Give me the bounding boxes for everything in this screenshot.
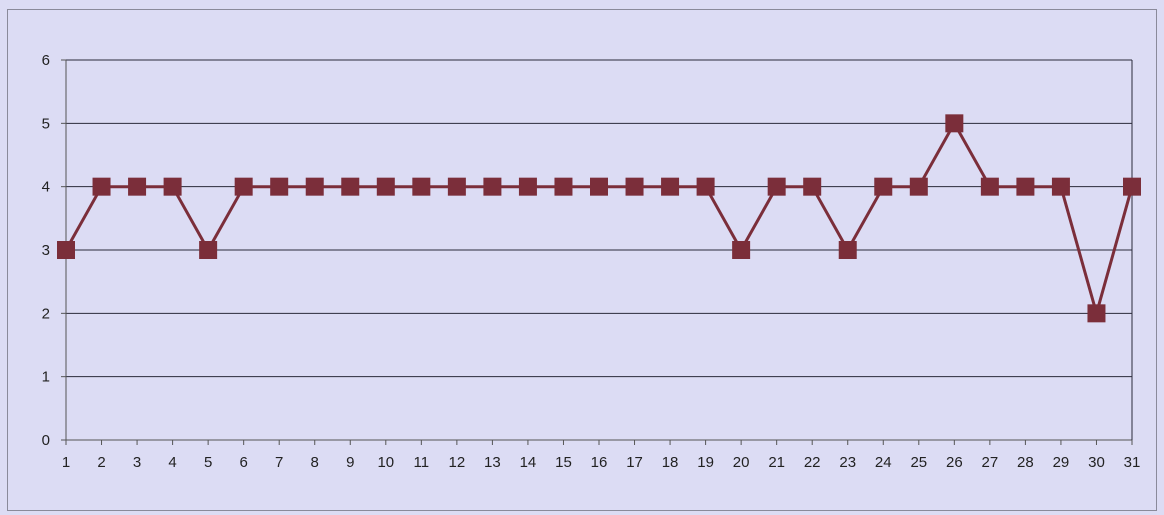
data-point-marker xyxy=(909,177,928,196)
data-point-marker xyxy=(1016,177,1035,196)
data-point-marker xyxy=(447,177,466,196)
y-tick-label: 3 xyxy=(42,242,50,259)
data-point-marker xyxy=(1051,177,1070,196)
data-point-marker xyxy=(838,241,857,259)
series-line-path xyxy=(64,121,1134,315)
x-tick-label: 4 xyxy=(168,454,176,471)
data-point-marker xyxy=(1087,304,1106,323)
data-point-marker xyxy=(234,177,253,196)
x-tick-label: 26 xyxy=(946,454,963,471)
x-tick-label: 16 xyxy=(591,454,608,471)
data-point-marker xyxy=(57,241,75,259)
x-tick-label: 9 xyxy=(346,454,354,471)
data-point-marker xyxy=(199,241,218,259)
data-point-marker xyxy=(554,177,573,196)
data-point-marker xyxy=(732,241,751,259)
x-tick-label: 5 xyxy=(204,454,212,471)
data-point-marker xyxy=(163,177,182,196)
data-point-marker xyxy=(376,177,395,196)
x-tick-label: 12 xyxy=(449,454,466,471)
x-tick-label: 10 xyxy=(377,454,394,471)
x-tick-label: 29 xyxy=(1053,454,1070,471)
y-tick-label: 1 xyxy=(42,369,50,386)
data-point-marker xyxy=(518,177,537,196)
data-point-marker xyxy=(767,177,786,196)
x-tick-label: 6 xyxy=(239,454,247,471)
x-tick-labels: 1 2 3 4 5 6 7 8 9 10 11 12 13 14 15 16 17 18 19 20 21 22 23 24 2… xyxy=(62,454,1141,471)
y-tick-label: 2 xyxy=(42,305,50,322)
y-tick-label: 5 xyxy=(42,115,50,132)
x-tick-label: 7 xyxy=(275,454,283,471)
x-tick-label: 1 xyxy=(62,454,70,471)
y-tick-labels: 0 1 2 3 4 5 6 xyxy=(42,52,50,449)
x-tick-label: 23 xyxy=(839,454,856,471)
x-tick-label: 27 xyxy=(982,454,999,471)
x-tick-label: 21 xyxy=(768,454,785,471)
x-tick-label: 13 xyxy=(484,454,501,471)
x-tick-label: 20 xyxy=(733,454,750,471)
data-point-marker xyxy=(980,177,999,196)
series-markers xyxy=(57,114,1141,323)
data-point-marker xyxy=(92,177,111,196)
data-point-marker xyxy=(874,177,893,196)
y-tick-label: 4 xyxy=(42,179,50,196)
data-point-marker xyxy=(590,177,608,196)
x-tick-label: 15 xyxy=(555,454,572,471)
y-tick-label: 0 xyxy=(42,432,50,449)
x-tick-label: 31 xyxy=(1124,454,1141,471)
x-tick-label: 24 xyxy=(875,454,892,471)
data-point-marker xyxy=(625,177,644,196)
x-tick-label: 11 xyxy=(414,454,430,471)
data-point-marker xyxy=(1123,177,1141,196)
data-point-marker xyxy=(270,177,289,196)
axes xyxy=(61,59,1133,445)
data-point-marker xyxy=(483,177,502,196)
x-tick-label: 14 xyxy=(520,454,537,471)
x-tick-label: 28 xyxy=(1017,454,1034,471)
x-tick-label: 18 xyxy=(662,454,679,471)
y-tick-label: 6 xyxy=(42,52,50,69)
data-point-marker xyxy=(305,177,324,196)
x-tick-label: 19 xyxy=(697,454,714,471)
x-tick-label: 17 xyxy=(626,454,643,471)
data-point-marker xyxy=(696,177,715,196)
data-point-marker xyxy=(661,177,680,196)
x-tick-label: 3 xyxy=(133,454,141,471)
x-tick-label: 22 xyxy=(804,454,821,471)
data-point-marker xyxy=(412,177,431,196)
x-tick-label: 25 xyxy=(910,454,927,471)
x-tick-label: 8 xyxy=(311,454,319,471)
x-tick-label: 2 xyxy=(97,454,105,471)
data-point-marker xyxy=(128,177,147,196)
series-line xyxy=(64,121,1134,315)
data-point-marker xyxy=(341,177,360,196)
x-tick-label: 30 xyxy=(1088,454,1105,471)
data-point-marker xyxy=(803,177,822,196)
data-point-marker xyxy=(945,114,964,133)
